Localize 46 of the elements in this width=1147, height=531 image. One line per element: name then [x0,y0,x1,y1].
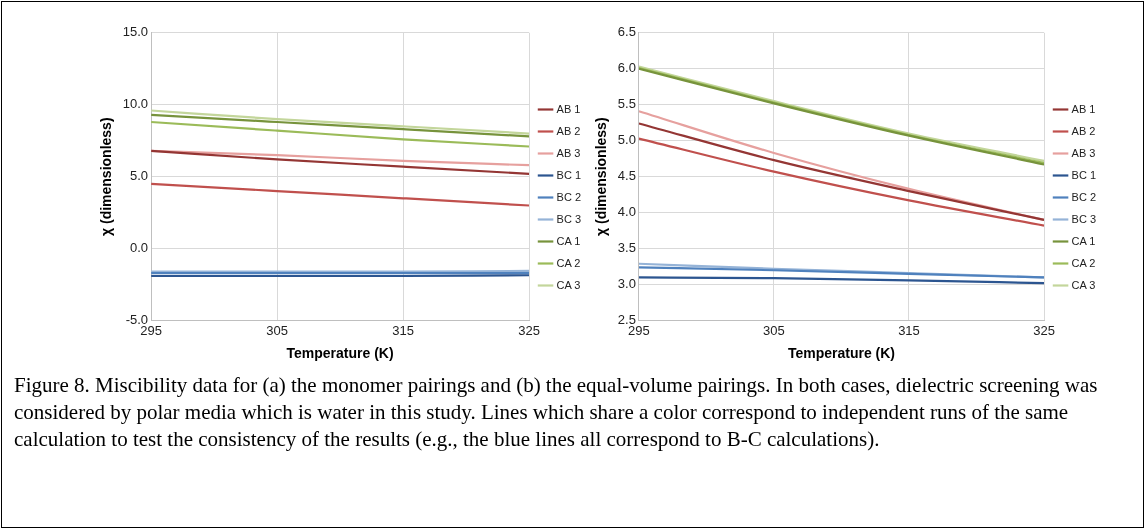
y-axis-title: χ (dimensionless) [593,117,610,236]
x-tick-label: 325 [1033,322,1055,338]
x-axis-title: Temperature (K) [787,345,896,362]
legend-label: CA 3 [1071,278,1096,291]
legend-label: AB 3 [1071,146,1096,159]
legend-label: BC 2 [1071,190,1097,203]
legend-label: AB 1 [556,102,581,115]
y-axis-title: χ (dimensionless) [98,117,115,236]
line-series [638,137,1045,227]
y-tick-label: 4.5 [617,168,636,184]
line-series [151,149,530,175]
y-tick-label: 5.5 [617,96,636,112]
y-tick-label: 10.0 [122,96,149,112]
y-tick-label: 0.0 [130,240,149,256]
y-tick-label: 3.0 [617,276,636,292]
legend-label: CA 3 [556,278,581,291]
legend-label: CA 1 [1071,234,1096,247]
y-tick-label: 15.0 [122,24,149,40]
y-tick-label: 6.0 [617,60,636,76]
x-tick-label: 305 [763,322,785,338]
legend-label: AB 3 [556,146,581,159]
line-series [151,120,530,148]
y-tick-label: 3.5 [617,240,636,256]
legend-label: BC 3 [1071,212,1097,225]
legend-label: CA 1 [556,234,581,247]
caption: Figure 8. Miscibility data for (a) the monomer pairings and (b) the equal-volume pairings. In both cases, dielectric screening was considered by polar media which is water in this study. Lines which share a color correspond to independent runs of the same calculation to test the consistency of the results (e.g., the blue lines all correspond to B-C calculations). [14,372,1099,453]
legend-label: BC 2 [556,190,582,203]
x-tick-label: 315 [898,322,920,338]
x-axis-title: Temperature (K) [286,345,394,362]
y-tick-label: 6.5 [617,24,636,40]
y-tick-label: 4.0 [617,204,636,220]
legend-label: BC 1 [556,168,582,181]
y-tick-label: 5.0 [130,168,149,184]
legend-label: BC 1 [1071,168,1097,181]
x-tick-label: 315 [392,322,414,338]
line-series [638,266,1045,279]
legend-label: AB 1 [1071,102,1096,115]
legend-label: CA 2 [556,256,581,269]
legend-label: AB 2 [556,124,581,137]
y-tick-label: 5.0 [617,132,636,148]
x-tick-label: 305 [266,322,288,338]
x-tick-label: 325 [518,322,540,338]
legend-label: BC 3 [556,212,582,225]
line-series [151,182,530,207]
legend-label: CA 2 [1071,256,1096,269]
legend-label: AB 2 [1071,124,1096,137]
